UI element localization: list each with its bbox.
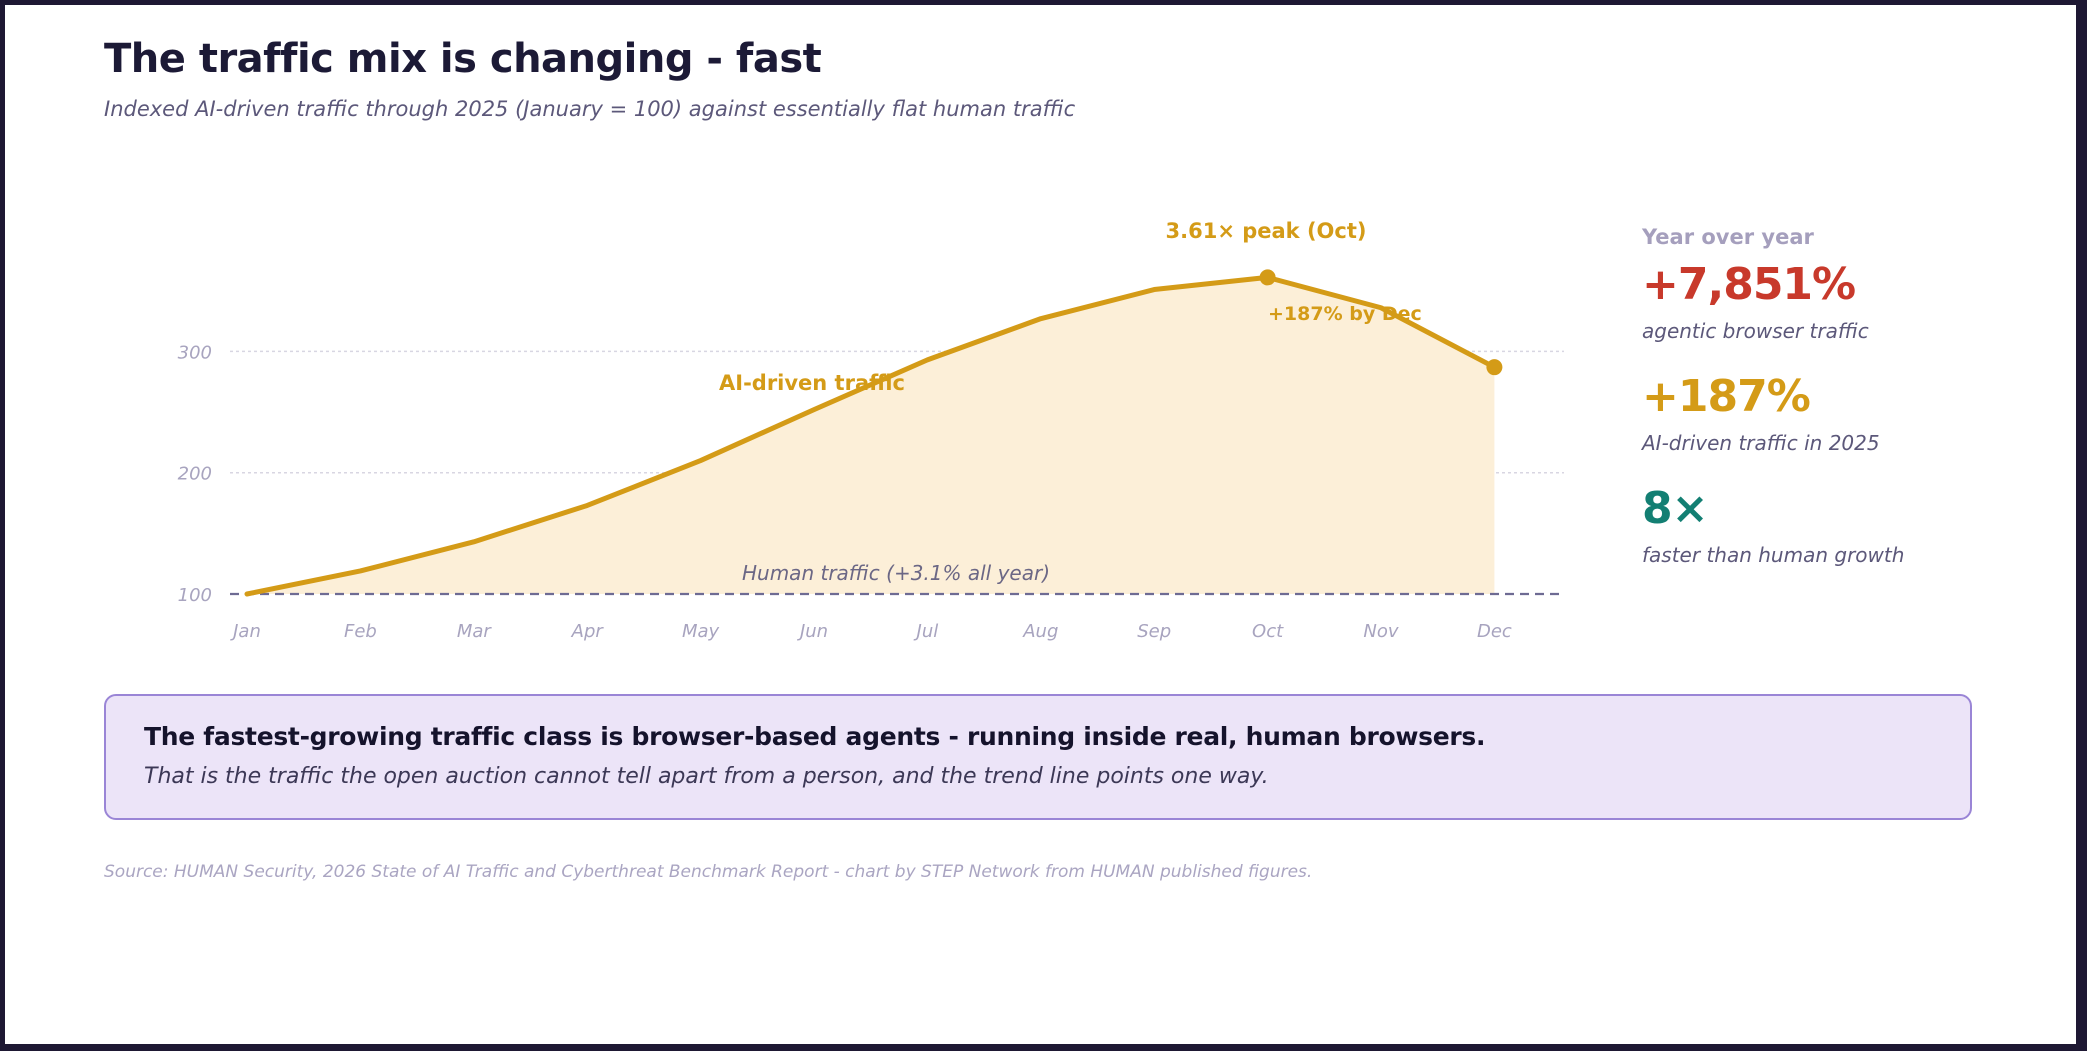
stat-value-ai-driven: +187% (1642, 371, 1811, 422)
y-tick-label: 300 (178, 342, 212, 363)
stat-value-agentic: +7,851% (1642, 259, 1856, 310)
x-tick-label-aug: Aug (1022, 621, 1058, 642)
page-title: The traffic mix is changing - fast (104, 36, 822, 82)
x-tick-label-may: May (682, 621, 720, 642)
stat-value-growth-multiple: 8× (1642, 483, 1708, 534)
x-tick-label-jun: Jun (797, 621, 828, 642)
stats-heading: Year over year (1642, 225, 1814, 249)
page-subtitle: Indexed AI-driven traffic through 2025 (… (104, 97, 1076, 121)
stat-label-growth-multiple: faster than human growth (1642, 543, 1905, 567)
callout-box: The fastest-growing traffic class is bro… (104, 694, 1972, 820)
stat-label-ai-driven: AI-driven traffic in 2025 (1642, 431, 1880, 455)
x-tick-label-dec: Dec (1477, 621, 1512, 642)
stats-panel: Year over year +7,851% agentic browser t… (1642, 225, 2062, 567)
stat-ai-driven: +187% AI-driven traffic in 2025 (1642, 371, 2062, 456)
x-tick-label-apr: Apr (571, 621, 605, 642)
x-tick-label-feb: Feb (344, 621, 377, 642)
stat-agentic: +7,851% agentic browser traffic (1642, 259, 2062, 344)
x-tick-label-mar: Mar (457, 621, 493, 642)
source-note: Source: HUMAN Security, 2026 State of AI… (104, 862, 1313, 882)
y-tick-label: 200 (178, 464, 212, 485)
ai-traffic-label: AI-driven traffic (719, 371, 905, 395)
x-tick-label-jan: Jan (230, 621, 261, 642)
callout-title: The fastest-growing traffic class is bro… (144, 722, 1486, 751)
december-annotation: +187% by Dec (1268, 303, 1422, 325)
stat-growth-multiple: 8× faster than human growth (1642, 483, 2062, 568)
december-point (1486, 359, 1503, 376)
ai-traffic-line (244, 274, 1497, 597)
stat-label-agentic: agentic browser traffic (1642, 319, 1869, 343)
peak-annotation: 3.61× peak (Oct) (1166, 219, 1367, 243)
peak-point (1259, 269, 1276, 286)
x-tick-label-nov: Nov (1363, 621, 1398, 642)
x-tick-label-jul: Jul (914, 621, 939, 642)
callout-body: That is the traffic the open auction can… (144, 764, 1269, 789)
x-tick-label-sep: Sep (1137, 621, 1171, 642)
x-tick-label-oct: Oct (1252, 621, 1284, 642)
y-tick-label: 100 (178, 585, 212, 606)
human-traffic-label: Human traffic (+3.1% all year) (742, 561, 1050, 585)
